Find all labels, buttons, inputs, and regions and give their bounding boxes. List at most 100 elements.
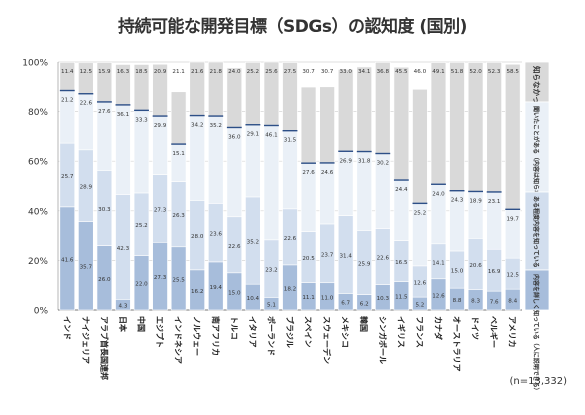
- data-label: 30.7: [302, 69, 315, 75]
- data-label: 34.1: [358, 69, 371, 75]
- data-label: 36.8: [377, 69, 390, 75]
- data-label: 33.3: [135, 117, 148, 123]
- x-tick-label: メキシコ: [341, 316, 350, 348]
- data-label: 6.7: [341, 301, 350, 307]
- legend-label: 聞いたことがある（内容は知らない）: [532, 106, 540, 208]
- bar-segment: [449, 61, 465, 192]
- data-label: 18.2: [284, 286, 296, 292]
- x-tick-label: 日本: [118, 316, 128, 332]
- data-label: 10.4: [247, 296, 260, 302]
- x-tick-label: ベルギー: [489, 316, 499, 348]
- data-label: 11.1: [302, 295, 315, 301]
- x-tick-label: 南アフリカ: [211, 316, 221, 356]
- data-label: 16.2: [191, 289, 203, 295]
- x-tick-label: ドイツ: [471, 316, 480, 340]
- data-label: 49.1: [432, 69, 445, 75]
- legend-swatch: [524, 61, 550, 103]
- data-label: 16.9: [488, 269, 501, 275]
- legend-swatch: [524, 101, 550, 193]
- bar-segment: [208, 115, 224, 204]
- data-label: 52.0: [469, 69, 482, 75]
- data-label: 25.2: [135, 223, 147, 229]
- data-label: 23.6: [210, 232, 223, 238]
- data-label: 35.7: [80, 265, 93, 271]
- data-label: 8.4: [508, 299, 517, 305]
- data-label: 20.9: [154, 69, 167, 75]
- data-label: 27.3: [154, 207, 167, 213]
- data-label: 8.3: [471, 299, 480, 305]
- data-label: 29.9: [154, 123, 167, 129]
- bar-segment: [115, 104, 131, 195]
- legend-label: ある程度内容を知っている: [532, 196, 540, 268]
- x-tick-label: ナイジェリア: [81, 316, 90, 364]
- x-tick-label: イギリス: [396, 316, 406, 348]
- data-label: 31.5: [284, 138, 297, 144]
- bar-segment: [59, 61, 76, 91]
- data-label: 27.6: [98, 109, 111, 115]
- data-label: 5.2: [415, 303, 424, 309]
- data-label: 18.9: [469, 198, 482, 204]
- data-label: 30.2: [377, 161, 389, 167]
- x-tick-label: ノルウェー: [192, 316, 201, 356]
- data-label: 42.3: [117, 246, 130, 252]
- bar-segment: [430, 62, 447, 185]
- y-tick-label: 100%: [22, 59, 48, 69]
- data-label: 33.0: [339, 69, 352, 75]
- data-label: 23.1: [488, 199, 501, 205]
- x-tick-label: トルコ: [229, 316, 238, 340]
- data-label: 21.8: [210, 69, 223, 75]
- x-tick-label: 韓国: [359, 316, 369, 332]
- data-label: 15.1: [172, 151, 185, 157]
- data-label: 27.6: [302, 170, 315, 176]
- data-label: 16.3: [117, 69, 130, 75]
- data-label: 5.1: [267, 303, 276, 309]
- x-tick-label: アラブ首長国連邦: [99, 316, 109, 380]
- data-label: 22.6: [377, 255, 390, 261]
- data-label: 35.2: [247, 240, 259, 246]
- data-label: 11.5: [395, 295, 408, 301]
- x-tick-label: スウェーデン: [322, 316, 332, 364]
- bar-segment: [226, 127, 243, 218]
- bar-segment: [226, 67, 243, 128]
- bar-segment: [78, 62, 94, 95]
- sample-size-note: (n=13,332): [509, 376, 567, 387]
- y-tick-label: 0%: [34, 307, 49, 317]
- bar-segment: [467, 62, 484, 192]
- data-label: 58.5: [506, 69, 519, 75]
- data-label: 27.5: [284, 69, 297, 75]
- data-label: 45.5: [395, 69, 408, 75]
- data-label: 22.6: [284, 236, 297, 242]
- data-label: 25.5: [172, 277, 185, 283]
- x-tick-label: エジプト: [155, 316, 165, 348]
- data-label: 12.6: [432, 293, 445, 299]
- data-label: 15.9: [98, 69, 111, 75]
- legend-swatch: [524, 191, 550, 271]
- data-label: 36.0: [228, 134, 241, 140]
- data-label: 31.8: [358, 159, 371, 165]
- data-label: 6.2: [360, 301, 369, 307]
- data-label: 41.6: [61, 257, 74, 263]
- data-label: 36.1: [117, 112, 130, 118]
- data-label: 16.5: [395, 260, 408, 266]
- legend-swatch: [524, 269, 550, 311]
- data-label: 46.0: [414, 69, 427, 75]
- y-tick-label: 60%: [28, 158, 48, 168]
- data-label: 19.4: [210, 285, 223, 291]
- bar-segment: [356, 66, 372, 152]
- chart-title: 持続可能な開発目標（SDGs）の認知度 (国別): [118, 17, 467, 37]
- data-label: 19.7: [506, 216, 519, 222]
- x-tick-label: スペイン: [304, 316, 313, 347]
- data-label: 26.0: [98, 277, 111, 283]
- data-label: 24.4: [395, 187, 408, 193]
- x-tick-label: インドネシア: [174, 316, 184, 364]
- bar-segment: [375, 61, 391, 154]
- data-label: 22.0: [135, 282, 148, 288]
- bar-segment: [393, 66, 410, 181]
- data-label: 29.1: [247, 132, 260, 138]
- data-label: 23.7: [321, 252, 334, 258]
- data-label: 15.0: [451, 269, 464, 275]
- bar-segment: [319, 86, 335, 164]
- bar-segment: [170, 143, 187, 182]
- x-tick-label: ポーランド: [266, 316, 276, 356]
